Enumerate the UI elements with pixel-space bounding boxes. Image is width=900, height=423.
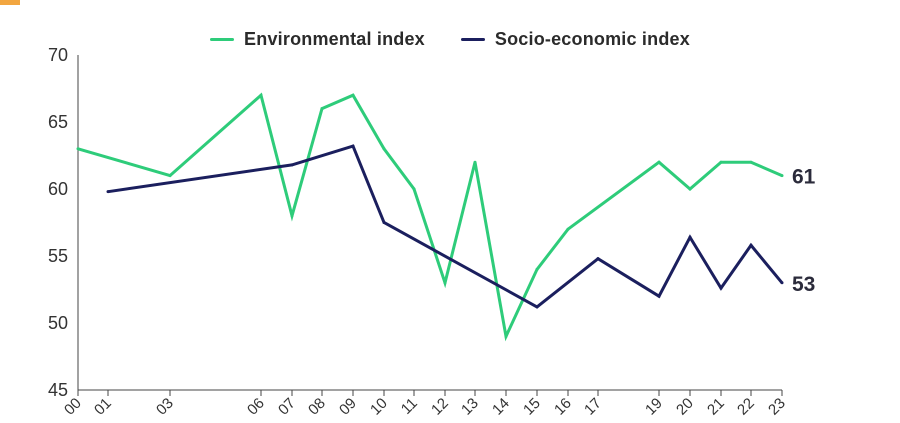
accent-mark: [0, 0, 20, 5]
data-point-environmental: [535, 267, 539, 271]
data-point-environmental: [259, 93, 263, 97]
legend-label-environmental: Environmental index: [244, 28, 425, 49]
data-point-socio-economic: [657, 294, 661, 298]
x-tick-label: 08: [305, 395, 329, 419]
data-point-socio-economic: [596, 257, 600, 261]
data-point-socio-economic: [351, 144, 355, 148]
legend-swatch-socio-economic: [460, 37, 485, 41]
data-point-environmental: [382, 147, 386, 151]
x-tick-label: 22: [734, 395, 758, 419]
legend-label-socio-economic: Socio-economic index: [494, 28, 690, 49]
y-tick-label: 70: [48, 45, 68, 65]
x-tick-label: 10: [367, 395, 391, 419]
legend-swatch-environmental: [210, 37, 235, 41]
x-tick-label: 23: [765, 395, 789, 419]
data-point-socio-economic: [535, 305, 539, 309]
data-point-environmental: [688, 187, 692, 191]
x-axis: 00 01 03 06 07 08 09 10 11 12 13 14 15 16 17 19 20 21 22 23: [61, 389, 789, 419]
y-tick-label: 50: [48, 313, 68, 333]
y-axis: 45 50 55 60 65 70: [48, 45, 79, 400]
data-point-socio-economic: [780, 281, 784, 285]
end-label-socio-economic: 53: [792, 273, 815, 296]
data-point-socio-economic: [290, 163, 294, 167]
data-point-environmental: [566, 227, 570, 231]
x-tick-label: 06: [244, 395, 268, 419]
y-tick-label: 60: [48, 179, 68, 199]
x-tick-label: 14: [489, 395, 513, 419]
legend-item-environmental[interactable]: Environmental index: [210, 29, 425, 50]
y-tick-label: 55: [48, 246, 68, 266]
chart-legend: Environmental index Socio-economic index: [0, 22, 900, 56]
data-point-socio-economic: [382, 221, 386, 224]
x-tick-label: 16: [551, 395, 575, 419]
x-tick-label: 17: [581, 395, 605, 419]
x-tick-label: 12: [428, 395, 452, 419]
data-point-environmental: [168, 174, 172, 178]
data-point-environmental: [412, 187, 416, 191]
data-point-environmental: [320, 107, 324, 111]
y-tick-label: 45: [48, 380, 68, 400]
data-point-environmental: [443, 281, 447, 285]
legend-item-socio-economic[interactable]: Socio-economic index: [460, 28, 690, 50]
series-layer: 61 53: [76, 92, 816, 342]
x-tick-label: 01: [91, 395, 115, 419]
end-label-environmental: 61: [792, 166, 816, 189]
x-tick-label: 13: [458, 395, 482, 419]
data-point-environmental: [780, 174, 784, 178]
data-point-socio-economic: [719, 286, 723, 290]
data-point-environmental: [76, 147, 80, 151]
data-point-environmental: [657, 160, 661, 164]
data-point-socio-economic: [106, 190, 110, 194]
data-point-socio-economic: [749, 243, 753, 247]
data-point-environmental: [504, 334, 508, 338]
data-point-environmental: [473, 160, 477, 164]
series-line-environmental: [77, 92, 783, 342]
x-tick-label: 21: [704, 395, 728, 419]
x-tick-label: 09: [336, 395, 360, 419]
x-tick-label: 07: [275, 395, 299, 419]
data-point-socio-economic: [688, 235, 692, 239]
x-tick-label: 15: [520, 395, 544, 419]
data-point-environmental: [290, 214, 294, 218]
data-point-environmental: [719, 160, 723, 164]
x-tick-label: 03: [153, 395, 177, 419]
y-tick-label: 65: [48, 112, 68, 132]
x-tick-label: 11: [398, 395, 421, 418]
data-point-environmental: [351, 93, 355, 97]
x-tick-label: 19: [642, 395, 666, 419]
data-point-environmental: [749, 160, 753, 164]
x-tick-label: 20: [673, 395, 697, 419]
